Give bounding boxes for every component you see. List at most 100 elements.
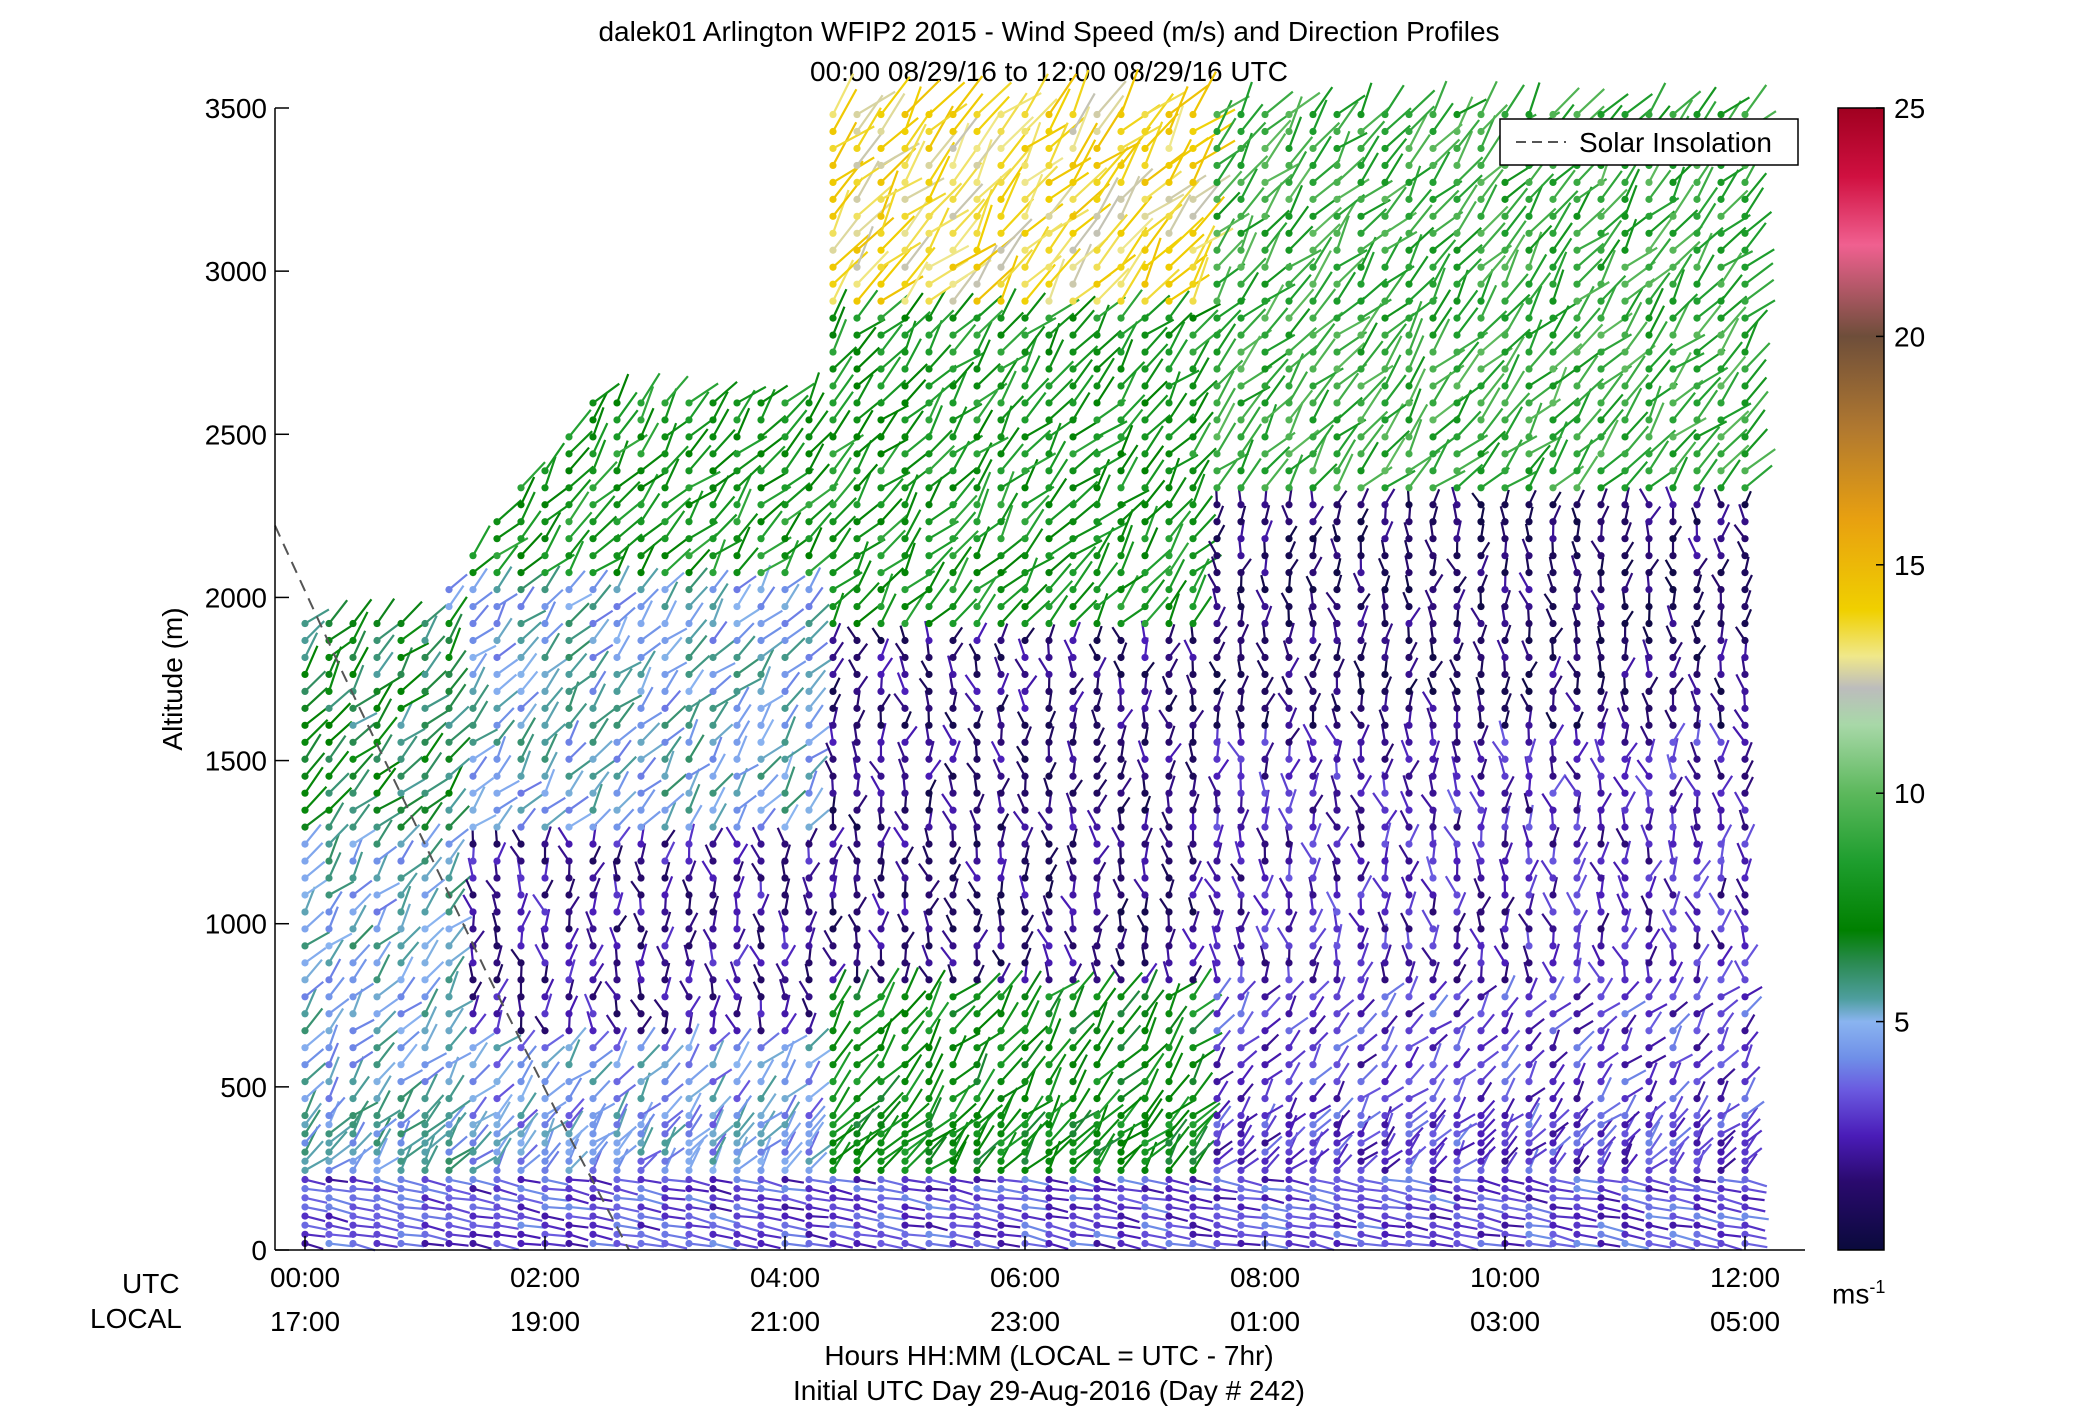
wind-barb [661,1175,688,1184]
wind-barb [997,1203,1022,1213]
wind-barb [997,1194,1024,1202]
wind-barb [1477,658,1485,679]
wind-barb [604,980,621,1001]
wind-barb [1093,1212,1120,1220]
wind-barb [1717,710,1725,729]
wind-barb [709,1175,733,1184]
wind-barb [1256,827,1269,848]
wind-barb [421,1145,439,1174]
wind-barb [469,644,497,662]
wind-barb [1069,1239,1097,1248]
wind-barb [1069,828,1078,848]
wind-barb [1165,642,1181,662]
wind-barb [493,690,519,712]
wind-barb [1187,897,1197,916]
wind-barb [1717,1203,1742,1214]
wind-barb [829,1069,852,1103]
wind-barb [733,1194,759,1203]
wind-barb [1333,558,1342,577]
wind-barb [1381,659,1389,679]
wind-barb [829,1000,845,1035]
wind-barb [661,627,688,645]
wind-barb [996,897,1005,916]
wind-barb [325,976,345,1001]
wind-barb [853,1212,880,1222]
wind-barb [1571,540,1581,560]
wind-barb [541,1185,568,1193]
wind-barb [517,532,543,560]
wind-barb [589,845,602,865]
wind-barb [757,510,783,543]
wind-barb [1237,675,1249,695]
wind-barb [541,1142,562,1165]
wind-barb [1304,675,1317,695]
wind-barb [1597,1203,1621,1213]
wind-barb [397,1239,425,1248]
wind-barb [1453,608,1461,628]
wind-barb [1357,676,1365,695]
wind-barb [1429,1175,1453,1184]
wind-barb [661,1221,689,1229]
wind-barb [991,949,1005,967]
wind-barb [1117,1239,1141,1251]
wind-barb [1069,1203,1093,1211]
wind-barb [1741,84,1768,119]
wind-barb [949,494,978,526]
wind-barb [1446,558,1461,577]
wind-barb [1093,1175,1116,1187]
wind-barb [1669,591,1677,611]
wind-barb [534,943,549,967]
wind-barb [613,1125,638,1147]
wind-barb [829,794,837,814]
wind-barb [901,1020,925,1052]
wind-barb [397,1001,423,1018]
wind-barb [1525,1221,1553,1229]
wind-barb [893,826,909,848]
wind-barb [1589,861,1605,882]
wind-barb [589,783,603,814]
wind-barb [1597,659,1605,679]
wind-barb [613,1065,635,1086]
wind-barb [565,430,593,458]
wind-barb [541,809,567,831]
wind-barb [1261,984,1281,1001]
wind-barb [1590,589,1605,611]
wind-barb [1735,878,1749,899]
colorbar-tick-label: 5 [1894,1007,1910,1038]
x-tick-label-utc: 10:00 [1470,1262,1540,1293]
wind-barb [349,879,373,899]
wind-barb [1141,1185,1165,1194]
wind-barb [373,852,389,882]
wind-barb [1597,625,1605,645]
wind-barb [1429,1212,1452,1221]
wind-barb [973,710,984,729]
wind-barb [1237,658,1245,679]
wind-barb [661,422,678,458]
wind-barb [565,1150,589,1174]
wind-barb [1405,1239,1432,1248]
wind-barb [373,1212,400,1223]
wind-barb [349,1131,373,1156]
wind-barb [373,767,397,797]
wind-barb [1237,1175,1263,1187]
wind-barb [325,1007,345,1035]
wind-barb [349,1221,375,1229]
wind-barb [1069,1221,1096,1232]
wind-barb [1453,258,1482,288]
wind-barb [1645,1221,1669,1231]
wind-barb [967,727,981,746]
wind-barb [829,1175,857,1184]
wind-barb [1117,1203,1142,1211]
wind-barb [1573,1230,1598,1240]
wind-barb [1669,1194,1696,1205]
wind-barb [1429,80,1448,119]
wind-barb [1165,1221,1192,1230]
wind-barb [1477,407,1504,441]
wind-barb [1381,1015,1398,1035]
wind-barb [925,929,933,950]
wind-barb [685,1175,711,1187]
wind-barb [1424,539,1437,560]
wind-barb [445,596,468,628]
wind-barb [541,978,555,1001]
wind-barb [964,692,981,712]
